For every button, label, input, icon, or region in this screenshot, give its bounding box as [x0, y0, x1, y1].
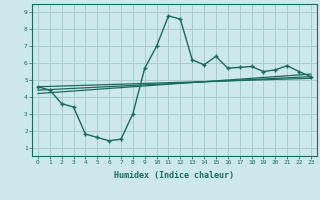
- X-axis label: Humidex (Indice chaleur): Humidex (Indice chaleur): [115, 171, 234, 180]
